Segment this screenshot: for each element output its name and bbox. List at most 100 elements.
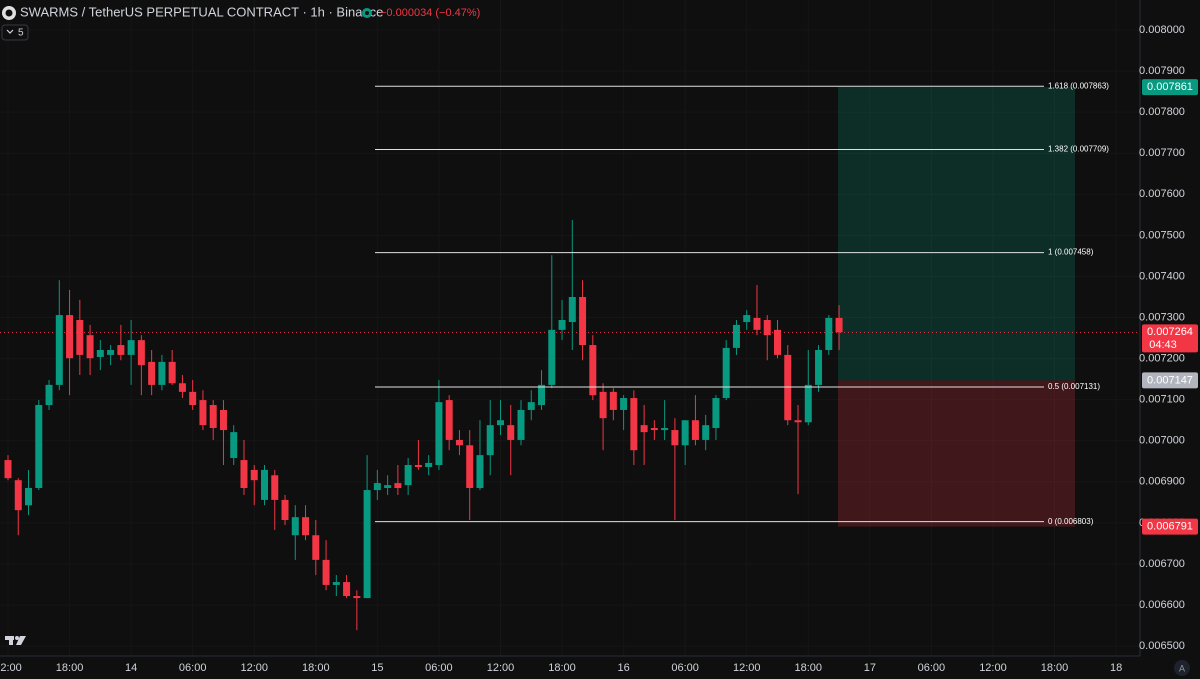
x-tick-label: 18:00 xyxy=(56,662,84,674)
candle-body xyxy=(835,317,843,333)
y-tick-label: 0.007200 xyxy=(1139,353,1185,365)
grid xyxy=(0,0,1140,656)
candle-body xyxy=(14,480,22,511)
candle-body xyxy=(691,420,699,440)
candle-body xyxy=(66,315,74,359)
candle-body xyxy=(558,319,566,330)
candle-body xyxy=(774,329,781,355)
candle-body xyxy=(794,420,802,423)
candle-body xyxy=(25,487,33,506)
candle-body xyxy=(261,469,268,500)
loss-zone xyxy=(838,380,1075,527)
y-tick-label: 0.007900 xyxy=(1139,65,1185,77)
x-tick-label: 06:00 xyxy=(425,662,453,674)
candle-body xyxy=(384,485,392,488)
candle-body xyxy=(486,425,494,456)
candle-body xyxy=(158,361,166,385)
x-tick-label: 17 xyxy=(864,662,876,674)
x-tick-label: 18:00 xyxy=(548,662,576,674)
candle-body xyxy=(579,296,587,346)
tv-logo xyxy=(5,636,26,645)
candle-body xyxy=(281,499,289,521)
fib-label: 1 (0.007458) xyxy=(1048,248,1094,257)
x-tick-label: 16 xyxy=(617,662,629,674)
candle-body xyxy=(435,402,443,465)
auto-scale-label: A xyxy=(1179,663,1185,673)
price-tag xyxy=(1142,372,1198,389)
candle-body xyxy=(609,391,617,410)
fib-label: 0 (0.006803) xyxy=(1048,517,1094,526)
y-tick-label: 0.007600 xyxy=(1139,188,1185,200)
market-status-inner xyxy=(365,11,369,15)
candle-body xyxy=(189,391,197,406)
candle-body xyxy=(332,582,340,585)
x-tick-label: 12:00 xyxy=(0,662,22,674)
price-tag xyxy=(1142,79,1198,96)
candle-body xyxy=(127,340,135,355)
x-tick-label: 06:00 xyxy=(179,662,207,674)
candle-body xyxy=(117,345,125,355)
logo-part xyxy=(9,636,13,645)
candles xyxy=(4,220,843,631)
candle-body xyxy=(425,462,433,468)
candle-body xyxy=(250,469,258,481)
candle-body xyxy=(322,559,330,585)
candle-body xyxy=(712,398,720,429)
overlay xyxy=(0,87,1140,527)
indicator-toggle[interactable] xyxy=(1,24,29,41)
candle-body xyxy=(825,317,833,350)
candle-body xyxy=(599,391,607,419)
x-tick-label: 12:00 xyxy=(240,662,268,674)
price-tag-label: 0.007147 xyxy=(1147,374,1193,386)
indicator-count: 5 xyxy=(18,28,24,39)
candle-body xyxy=(55,315,63,385)
x-tick-label: 12:00 xyxy=(979,662,1007,674)
y-tick-label: 0.006500 xyxy=(1139,640,1185,652)
fib-retracement: 1.618 (0.007863) 1.382 (0.007709) 1 (0.007… xyxy=(375,81,1109,526)
candle-body xyxy=(4,460,12,479)
candle-body xyxy=(568,296,576,323)
x-tick-label: 18:00 xyxy=(302,662,330,674)
countdown-label: 04:43 xyxy=(1149,339,1177,351)
candle-body xyxy=(630,398,638,451)
candle-body xyxy=(414,464,422,468)
x-tick-label: 18 xyxy=(1110,662,1122,674)
candle-body xyxy=(661,428,669,431)
candle-body xyxy=(394,483,402,488)
price-tag-label: 0.007264 xyxy=(1147,326,1193,338)
candle-body xyxy=(763,319,771,336)
candle-body xyxy=(230,432,238,459)
x-tick-label: 06:00 xyxy=(671,662,699,674)
candle-body xyxy=(650,428,658,431)
x-tick-label: 14 xyxy=(125,662,137,674)
x-tick-label: 18:00 xyxy=(795,662,823,674)
candle-body xyxy=(96,349,104,357)
x-tick-label: 12:00 xyxy=(733,662,761,674)
y-tick-label: 0.007400 xyxy=(1139,270,1185,282)
fib-label: 1.382 (0.007709) xyxy=(1048,145,1109,154)
candle-body xyxy=(178,383,186,392)
y-tick-label: 0.007000 xyxy=(1139,435,1185,447)
candle-body xyxy=(445,400,453,440)
symbol-title[interactable]: SWARMS / TetherUS PERPETUAL CONTRACT · 1… xyxy=(20,4,383,19)
y-tick-label: 0.007700 xyxy=(1139,147,1185,159)
candle-body xyxy=(702,425,710,440)
candle-body xyxy=(640,425,648,433)
y-tick-label: 0.008000 xyxy=(1139,24,1185,36)
y-tick-label: 0.007500 xyxy=(1139,229,1185,241)
y-tick-label: 0.006900 xyxy=(1139,476,1185,488)
auto-scale-button[interactable] xyxy=(1174,660,1190,676)
x-tick-label: 18:00 xyxy=(1041,662,1069,674)
price-tag xyxy=(1142,324,1198,353)
candle-body xyxy=(671,430,679,446)
y-tick-label: 0.006600 xyxy=(1139,599,1185,611)
candle-body xyxy=(722,347,730,399)
logo-part xyxy=(15,636,19,640)
candle-body xyxy=(312,535,320,560)
candle-body xyxy=(302,517,310,536)
fib-label: 1.618 (0.007863) xyxy=(1048,81,1109,90)
candle-body xyxy=(753,317,761,330)
